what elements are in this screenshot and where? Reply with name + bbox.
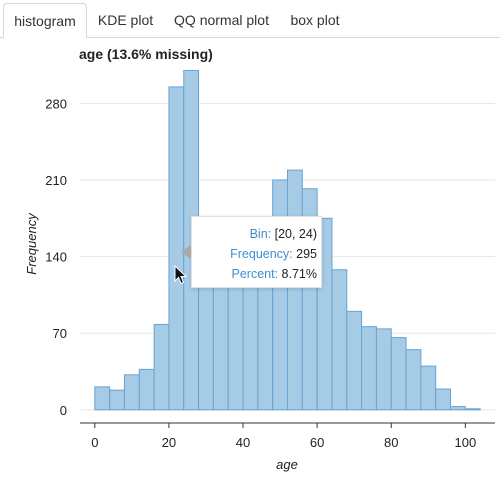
tab-kde-plot[interactable]: KDE plot: [97, 12, 154, 28]
tooltip-percent-key: Percent:: [231, 267, 279, 281]
histogram-bar[interactable]: [346, 310, 363, 411]
tooltip-bin-key: Bin:: [249, 227, 272, 241]
histogram-bar[interactable]: [450, 406, 466, 411]
x-tick-label: 0: [91, 435, 98, 450]
tooltip-frequency-value: 295: [296, 247, 317, 261]
y-tick-label: 140: [45, 250, 67, 265]
tooltip-arrow-icon: [181, 245, 191, 259]
tooltip-bin-row: Bin: [20, 24): [192, 227, 317, 241]
histogram-bar[interactable]: [109, 389, 125, 411]
x-axis-title: age: [276, 457, 298, 472]
x-tick-label: 80: [384, 435, 398, 450]
histogram-bar[interactable]: [287, 169, 303, 411]
tooltip-frequency-row: Frequency: 295: [192, 247, 317, 261]
y-tick-label: 210: [45, 173, 67, 188]
tooltip-bin-value: [20, 24): [274, 227, 317, 241]
x-tick-label: 60: [310, 435, 324, 450]
tab-bar: histogram KDE plot QQ normal plot box pl…: [0, 0, 500, 38]
histogram-bar[interactable]: [361, 326, 377, 411]
histogram-bar[interactable]: [153, 323, 170, 411]
histogram-bar[interactable]: [272, 179, 288, 411]
histogram-bar[interactable]: [464, 408, 481, 411]
histogram-bar[interactable]: [435, 388, 452, 411]
histogram-bar[interactable]: [375, 328, 392, 411]
y-tick-label: 70: [53, 326, 67, 341]
tab-qq-normal-plot[interactable]: QQ normal plot: [174, 12, 269, 28]
bar-tooltip: Bin: [20, 24) Frequency: 295 Percent: 8.…: [181, 216, 322, 288]
x-tick-label: 40: [236, 435, 250, 450]
histogram-bar[interactable]: [390, 337, 407, 411]
tab-box-plot[interactable]: box plot: [290, 12, 340, 28]
histogram-bar[interactable]: [420, 365, 437, 411]
y-tick-label: 280: [45, 96, 67, 111]
histogram-bar[interactable]: [405, 349, 422, 411]
tab-histogram[interactable]: histogram: [3, 3, 87, 38]
x-tick-label: 20: [162, 435, 176, 450]
arrow-cursor-icon: [174, 265, 188, 285]
tooltip-percent-value: 8.71%: [281, 267, 317, 281]
y-axis-title: Frequency: [24, 212, 39, 275]
x-axis-ticks: 0 20 40 60 80 100: [91, 423, 476, 450]
histogram-bar[interactable]: [138, 368, 155, 411]
histogram-bar[interactable]: [123, 374, 140, 411]
tooltip-frequency-key: Frequency:: [230, 247, 293, 261]
x-tick-label: 100: [455, 435, 477, 450]
histogram-bar[interactable]: [94, 386, 111, 411]
histogram-bars: [94, 69, 481, 411]
tooltip-percent-row: Percent: 8.71%: [192, 267, 318, 281]
y-axis-ticks: 0 70 140 210 280: [45, 96, 67, 418]
y-tick-label: 0: [60, 403, 67, 418]
chart-title: age (13.6% missing): [79, 46, 213, 62]
histogram-bar[interactable]: [331, 269, 348, 411]
